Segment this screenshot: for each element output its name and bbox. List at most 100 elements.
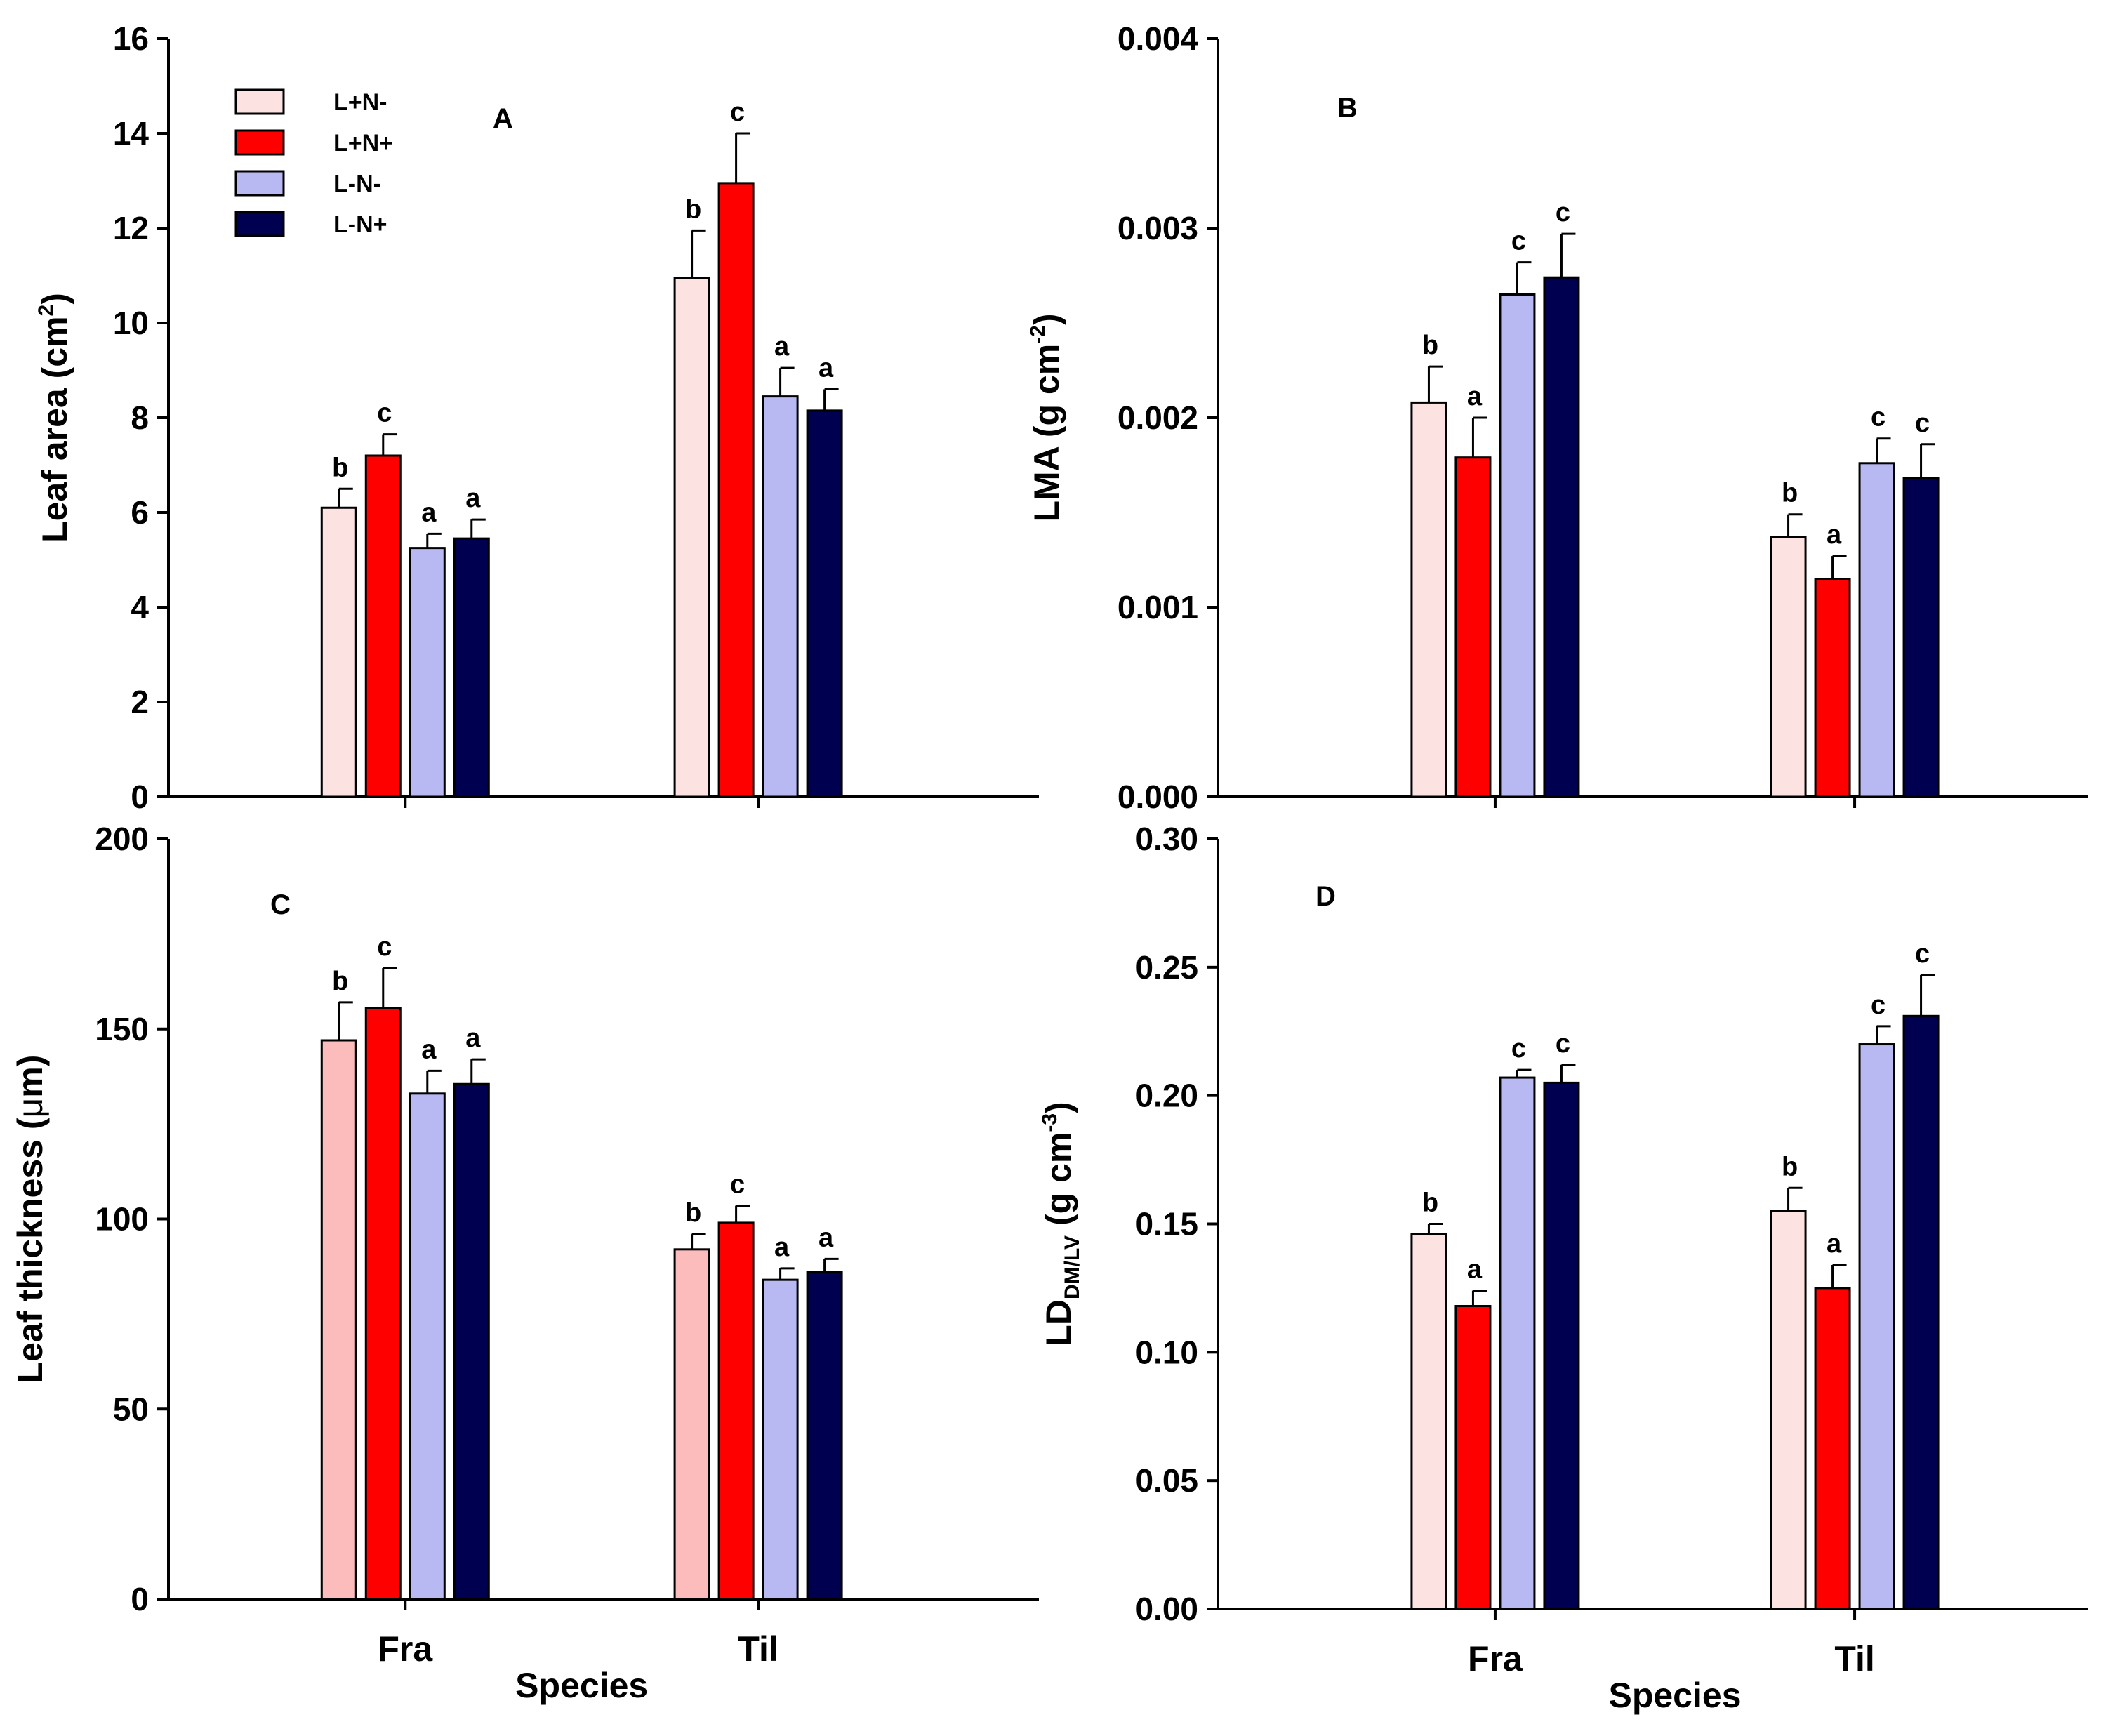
significance-letter: a: [465, 1023, 481, 1053]
y-tick-label: 0.002: [1118, 399, 1198, 436]
x-tick-label: Fra: [1468, 1639, 1523, 1678]
legend-swatch: [234, 170, 285, 197]
significance-letter: c: [1511, 1034, 1526, 1064]
panel-label: B: [1337, 93, 1358, 124]
y-axis-title: LMA (g cm-2): [1026, 313, 1066, 522]
significance-letter: c: [1871, 403, 1885, 432]
bar-lminusnplus-til: [806, 1271, 843, 1601]
bar-lplusnplus-fra: [1454, 1305, 1492, 1610]
panel-label: A: [493, 103, 513, 134]
significance-letter: a: [1827, 1229, 1842, 1259]
bar-lplusnminus-fra: [1410, 401, 1447, 798]
significance-letter: c: [377, 399, 392, 428]
x-axis-title: Species: [515, 1666, 648, 1705]
bar-lplusnminus-fra: [1410, 1233, 1447, 1610]
y-axis-title: LDDM/LV (g cm-3): [1038, 1101, 1084, 1346]
significance-letter: b: [332, 453, 348, 482]
y-tick-label: 200: [95, 821, 149, 857]
significance-letter: b: [1782, 1152, 1798, 1181]
significance-letter: c: [1915, 939, 1930, 969]
bar-lminusnplus-til: [1902, 477, 1940, 798]
legend: L+N- L+N+ L-N- L-N+: [234, 88, 393, 238]
panel-label: C: [270, 889, 291, 920]
x-tick-label: Fra: [378, 1629, 433, 1669]
bar-lplusnplus-fra: [364, 1007, 402, 1601]
significance-letter: a: [421, 1035, 437, 1064]
significance-letter: c: [1871, 990, 1885, 1020]
y-tick-label: 150: [95, 1011, 149, 1047]
bar-lminusnminus-fra: [409, 547, 446, 798]
significance-letter: a: [1467, 382, 1483, 411]
y-tick-label: 0: [131, 1581, 149, 1617]
bar-lplusnplus-til: [1814, 1287, 1851, 1610]
bar-lplusnplus-til: [1814, 578, 1851, 798]
bar-lminusnminus-til: [1858, 462, 1895, 798]
y-tick-label: 0.00: [1135, 1591, 1198, 1627]
legend-label: L-N-: [333, 171, 381, 197]
y-tick-label: 6: [131, 494, 149, 531]
significance-letter: b: [1422, 1188, 1438, 1218]
significance-letter: c: [1556, 198, 1570, 227]
y-tick-label: 0: [131, 778, 149, 815]
y-tick-label: 0.001: [1118, 589, 1198, 625]
y-tick-label: 0.10: [1135, 1334, 1198, 1370]
significance-letter: c: [730, 1170, 745, 1200]
significance-letter: b: [332, 967, 348, 996]
bar-lplusnminus-til: [673, 277, 710, 798]
y-tick-label: 100: [95, 1201, 149, 1238]
legend-swatch: [234, 88, 285, 115]
bar-lminusnminus-fra: [1499, 293, 1536, 798]
bar-lplusnplus-fra: [1454, 456, 1492, 798]
significance-letter: a: [818, 354, 834, 383]
bar-lminusnminus-fra: [1499, 1076, 1536, 1610]
significance-letter: b: [1782, 479, 1798, 508]
bar-lminusnplus-fra: [1543, 1081, 1580, 1610]
y-tick-label: 0.15: [1135, 1206, 1198, 1243]
y-tick-label: 10: [113, 305, 149, 341]
significance-letter: b: [685, 1198, 701, 1228]
legend-swatch: [234, 129, 285, 156]
bar-lminusnplus-til: [1902, 1014, 1940, 1610]
significance-letter: b: [1422, 331, 1438, 360]
x-tick-label: Til: [738, 1629, 778, 1669]
y-tick-label: 14: [113, 115, 150, 152]
y-tick-label: 4: [131, 589, 149, 625]
y-tick-label: 0.000: [1118, 778, 1198, 815]
significance-letter: c: [1511, 227, 1526, 256]
y-tick-label: 0.20: [1135, 1078, 1198, 1114]
significance-letter: a: [421, 498, 437, 527]
y-tick-label: 0.05: [1135, 1462, 1198, 1499]
bar-lplusnminus-til: [673, 1248, 710, 1601]
y-tick-label: 0.30: [1135, 821, 1198, 857]
y-tick-label: 50: [113, 1391, 149, 1427]
significance-letter: a: [774, 332, 790, 362]
significance-letter: a: [1827, 520, 1842, 550]
y-tick-label: 0.003: [1118, 210, 1198, 246]
significance-letter: c: [730, 98, 745, 127]
legend-swatch: [234, 211, 285, 237]
bar-lminusnminus-til: [762, 395, 799, 798]
bar-lplusnminus-fra: [320, 506, 357, 798]
bar-lplusnminus-til: [1770, 536, 1807, 798]
significance-letter: c: [1915, 409, 1930, 438]
bar-lminusnminus-til: [762, 1278, 799, 1601]
y-tick-label: 8: [131, 399, 149, 436]
significance-letter: c: [1556, 1029, 1570, 1059]
x-axis-title: Species: [1608, 1676, 1741, 1715]
bar-lminusnplus-til: [806, 409, 843, 798]
y-axis-title: Leaf area (cm2): [34, 293, 74, 543]
y-tick-label: 2: [131, 684, 149, 720]
significance-letter: a: [818, 1223, 834, 1252]
y-axis-title: Leaf thickness (μm): [11, 1055, 50, 1384]
significance-letter: a: [774, 1233, 790, 1262]
significance-letter: a: [465, 484, 481, 513]
y-tick-label: 12: [113, 210, 149, 246]
legend-label: L+N-: [333, 89, 387, 116]
significance-letter: a: [1467, 1255, 1483, 1285]
bar-lplusnplus-til: [717, 1221, 755, 1601]
y-tick-label: 0.25: [1135, 949, 1198, 986]
